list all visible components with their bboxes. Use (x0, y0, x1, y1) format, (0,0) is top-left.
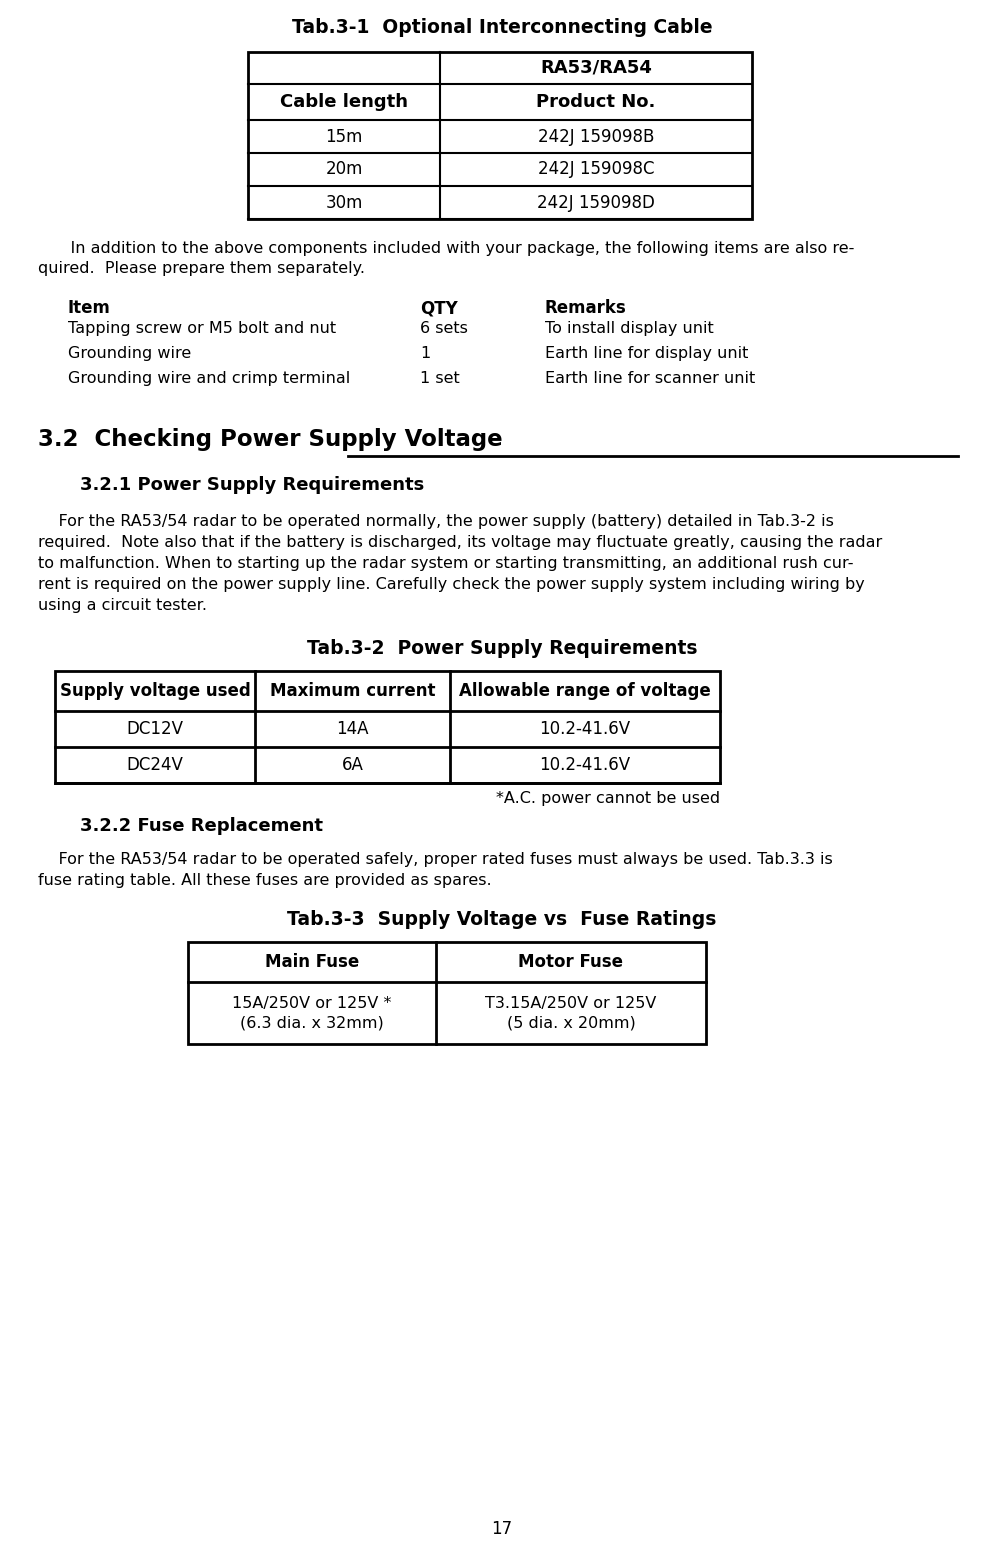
Text: Item: Item (68, 300, 110, 317)
Text: 20m: 20m (325, 161, 362, 179)
Bar (55, 672, 719, 783)
Text: DC24V: DC24V (126, 757, 184, 774)
Text: fuse rating table. All these fuses are provided as spares.: fuse rating table. All these fuses are p… (38, 872, 491, 888)
Text: RA53/RA54: RA53/RA54 (540, 59, 651, 77)
Text: To install display unit: To install display unit (545, 321, 713, 337)
Text: 6A: 6A (341, 757, 363, 774)
Text: 6 sets: 6 sets (419, 321, 467, 337)
Text: 242J 159098B: 242J 159098B (538, 128, 654, 145)
Text: 15A/250V or 125V *
(6.3 dia. x 32mm): 15A/250V or 125V * (6.3 dia. x 32mm) (232, 996, 391, 1030)
Text: For the RA53/54 radar to be operated safely, proper rated fuses must always be u: For the RA53/54 radar to be operated saf… (38, 852, 831, 868)
Text: required.  Note also that if the battery is discharged, its voltage may fluctuat: required. Note also that if the battery … (38, 536, 882, 550)
Text: 1 set: 1 set (419, 371, 459, 386)
Text: 10.2-41.6V: 10.2-41.6V (539, 757, 630, 774)
Text: 3.2  Checking Power Supply Voltage: 3.2 Checking Power Supply Voltage (38, 428, 503, 451)
Text: Earth line for display unit: Earth line for display unit (545, 346, 747, 361)
Text: rent is required on the power supply line. Carefully check the power supply syst: rent is required on the power supply lin… (38, 577, 864, 591)
Text: Earth line for scanner unit: Earth line for scanner unit (545, 371, 754, 386)
Text: 1: 1 (419, 346, 430, 361)
Text: Tab.3-3  Supply Voltage vs  Fuse Ratings: Tab.3-3 Supply Voltage vs Fuse Ratings (287, 909, 716, 929)
Text: quired.  Please prepare them separately.: quired. Please prepare them separately. (38, 261, 365, 276)
Bar (248, 52, 751, 219)
Text: Tapping screw or M5 bolt and nut: Tapping screw or M5 bolt and nut (68, 321, 336, 337)
Text: DC12V: DC12V (126, 720, 184, 738)
Text: For the RA53/54 radar to be operated normally, the power supply (battery) detail: For the RA53/54 radar to be operated nor… (38, 514, 833, 530)
Text: 242J 159098D: 242J 159098D (537, 193, 654, 212)
Text: 3.2.2 Fuse Replacement: 3.2.2 Fuse Replacement (80, 817, 323, 835)
Text: 3.2.1 Power Supply Requirements: 3.2.1 Power Supply Requirements (80, 476, 424, 494)
Text: Cable length: Cable length (280, 93, 407, 111)
Text: Remarks: Remarks (545, 300, 626, 317)
Text: QTY: QTY (419, 300, 457, 317)
Text: Allowable range of voltage: Allowable range of voltage (458, 682, 710, 699)
Text: T3.15A/250V or 125V
(5 dia. x 20mm): T3.15A/250V or 125V (5 dia. x 20mm) (484, 996, 656, 1030)
Text: 10.2-41.6V: 10.2-41.6V (539, 720, 630, 738)
Text: In addition to the above components included with your package, the following it: In addition to the above components incl… (50, 241, 854, 256)
Text: 30m: 30m (325, 193, 362, 212)
Bar (188, 942, 705, 1044)
Text: Product No.: Product No. (536, 93, 655, 111)
Text: *A.C. power cannot be used: *A.C. power cannot be used (495, 791, 719, 806)
Text: Maximum current: Maximum current (270, 682, 435, 699)
Text: 242J 159098C: 242J 159098C (538, 161, 654, 179)
Text: Grounding wire: Grounding wire (68, 346, 191, 361)
Text: to malfunction. When to starting up the radar system or starting transmitting, a: to malfunction. When to starting up the … (38, 556, 853, 571)
Text: using a circuit tester.: using a circuit tester. (38, 598, 207, 613)
Text: Main Fuse: Main Fuse (265, 953, 359, 971)
Text: Tab.3-1  Optional Interconnecting Cable: Tab.3-1 Optional Interconnecting Cable (292, 19, 711, 37)
Text: Grounding wire and crimp terminal: Grounding wire and crimp terminal (68, 371, 350, 386)
Text: 15m: 15m (325, 128, 362, 145)
Text: 14A: 14A (336, 720, 368, 738)
Text: Tab.3-2  Power Supply Requirements: Tab.3-2 Power Supply Requirements (307, 639, 696, 658)
Text: Supply voltage used: Supply voltage used (59, 682, 250, 699)
Text: Motor Fuse: Motor Fuse (518, 953, 623, 971)
Text: 17: 17 (490, 1519, 513, 1538)
